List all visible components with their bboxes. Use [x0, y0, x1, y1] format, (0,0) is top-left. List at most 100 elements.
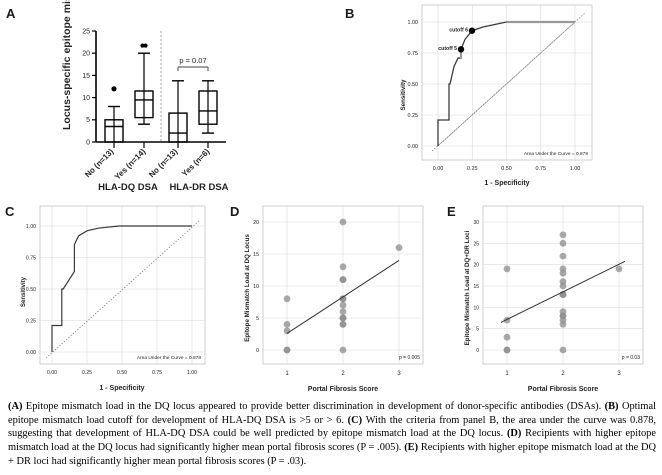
panel-d-points	[283, 218, 403, 354]
panel-b: B	[340, 0, 662, 200]
panel-a-box-2: **	[134, 43, 154, 125]
panel-a-cat-1: No (n=13)	[83, 147, 116, 180]
panel-a-pvalue-bracket	[177, 66, 209, 71]
panel-a-box-3	[168, 80, 188, 143]
svg-text:0.50: 0.50	[501, 166, 512, 172]
svg-text:1: 1	[505, 371, 509, 377]
svg-text:20: 20	[253, 220, 259, 226]
panel-e-xticks: 1 2 3	[505, 371, 621, 377]
svg-text:0: 0	[476, 348, 479, 354]
panel-c-label: C	[5, 204, 15, 219]
panel-a-group-label-2: HLA-DR DSA	[169, 182, 228, 193]
svg-text:10: 10	[253, 284, 259, 290]
panel-e-pvalue: p = 0.03	[622, 355, 640, 361]
svg-text:0.75: 0.75	[26, 256, 36, 262]
panel-b-marker-cutoff5	[457, 46, 465, 53]
panel-a-label: A	[6, 6, 16, 21]
caption-seg-e-text: Recipients with higher epitope mismatch …	[8, 442, 657, 467]
panel-c-roc-curve	[51, 225, 192, 352]
svg-text:0.25: 0.25	[82, 370, 92, 376]
panel-c-frame	[39, 205, 206, 365]
caption-seg-a-bold: (A)	[8, 401, 26, 412]
panel-a-pvalue-label: p = 0.07	[179, 56, 206, 65]
svg-text:25: 25	[473, 241, 479, 247]
panel-e-yticks: 0 5 10 15 20 25 30	[473, 220, 479, 354]
panel-d-xlabel: Portal Fibrosis Score	[308, 386, 379, 393]
svg-text:0.25: 0.25	[26, 319, 36, 325]
panel-d-trendline	[286, 259, 400, 334]
svg-text:0: 0	[86, 139, 90, 146]
panel-a-significance: **	[141, 43, 148, 52]
panel-d: D	[225, 200, 435, 398]
panel-a-cat-2: Yes (n=14)	[113, 147, 148, 182]
svg-text:0.25: 0.25	[467, 166, 478, 172]
panel-b-reference-diagonal	[437, 21, 576, 147]
panel-a-plot: Locus-specific epitope mismatch 0 5 10 1…	[61, 0, 229, 193]
panel-a-xticks	[113, 142, 209, 148]
panel-d-xticks: 1 2 3	[285, 371, 401, 377]
svg-text:10: 10	[82, 95, 90, 102]
svg-text:0.00: 0.00	[408, 144, 419, 150]
panel-c-ylabel: Sensitivity	[21, 276, 27, 307]
panel-e-xlabel: Portal Fibrosis Score	[528, 386, 599, 393]
panel-d-label: D	[230, 204, 240, 219]
svg-text:3: 3	[617, 371, 621, 377]
svg-text:2: 2	[341, 371, 345, 377]
svg-text:15: 15	[253, 252, 259, 258]
panel-b-cutoff5-label: cutoff 5	[438, 46, 457, 52]
svg-text:15: 15	[82, 73, 90, 80]
svg-text:5: 5	[256, 316, 259, 322]
panel-a: A Locus-specific epitope mismatch 0 5 10…	[0, 0, 340, 200]
svg-text:30: 30	[473, 220, 479, 226]
caption-seg-b-text: Optimal epitope mismatch load cutoff for…	[8, 401, 657, 426]
caption-seg-d-bold: (D)	[506, 428, 526, 440]
panel-b-cutoff6-label: cutoff 6	[449, 28, 468, 34]
panel-a-category-labels: No (n=13) Yes (n=14) No (n=13) Yes (n=6)	[83, 147, 212, 182]
panel-b-marker-cutoff6	[468, 27, 476, 34]
svg-text:5: 5	[476, 327, 479, 333]
svg-text:5: 5	[86, 117, 90, 124]
svg-text:1.00: 1.00	[187, 370, 197, 376]
svg-text:0: 0	[256, 348, 259, 354]
panel-b-frame	[421, 4, 593, 161]
panel-b-xlabel: 1 - Specificity	[484, 180, 529, 187]
panel-a-group-label-1: HLA-DQ DSA	[98, 182, 158, 193]
panel-a-ylabel: Locus-specific epitope mismatch	[61, 0, 73, 130]
svg-text:1.00: 1.00	[26, 224, 36, 230]
svg-text:20: 20	[82, 51, 90, 58]
panel-e-plot: 0 5 10 15 20 25 30 1 2 3 Epitope Mismatc…	[464, 205, 644, 393]
panel-c-xticks: 0.00 0.25 0.50 0.75 1.00	[47, 370, 197, 376]
panel-d-yticks: 0 5 10 15 20	[253, 220, 259, 354]
caption-seg-c-text: With the criteria from panel B, the area…	[8, 414, 656, 440]
panel-d-grid	[263, 206, 423, 364]
svg-text:0.75: 0.75	[152, 370, 162, 376]
svg-text:1.00: 1.00	[408, 20, 419, 26]
panel-d-plot: 0 5 10 15 20 1 2 3 Epitope Mismatch Load…	[244, 205, 424, 393]
svg-text:25: 25	[82, 28, 90, 35]
svg-text:0.75: 0.75	[536, 166, 547, 172]
panel-e-ylabel: Epitope Mismatch Load at DQ+DR Loci	[464, 230, 471, 345]
panel-b-xticks: 0.00 0.25 0.50 0.75 1.00	[433, 166, 581, 172]
panel-e-trendline	[500, 260, 626, 323]
panel-b-reference-diagonal-ext	[431, 12, 586, 152]
panel-a-cat-3: No (n=13)	[147, 147, 180, 180]
svg-text:0.25: 0.25	[408, 113, 419, 119]
panel-b-plot: cutoff 6 cutoff 5 0.00 0.25 0.50 0.75 1.…	[400, 4, 593, 187]
svg-text:1.00: 1.00	[570, 166, 581, 172]
panel-a-outlier	[111, 86, 117, 92]
panel-a-cat-4: Yes (n=6)	[180, 147, 212, 179]
svg-text:20: 20	[473, 263, 479, 269]
panel-e-label: E	[447, 204, 457, 219]
figure-caption: (A) Epitope mismatch load in the DQ locu…	[8, 400, 656, 469]
panel-c-auc-label: Area Under the Curve = 0.878	[137, 355, 201, 361]
svg-text:10: 10	[473, 305, 479, 311]
panel-c-yticks: 0.00 0.25 0.50 0.75 1.00	[26, 224, 36, 356]
panel-a-box-4	[198, 80, 218, 134]
svg-text:0.50: 0.50	[26, 287, 36, 293]
panel-b-yticks: 0.00 0.25 0.50 0.75 1.00	[408, 20, 419, 150]
panel-d-pvalue: p = 0.005	[399, 355, 420, 361]
figure-container: A Locus-specific epitope mismatch 0 5 10…	[0, 0, 662, 398]
panel-e-points	[503, 231, 623, 354]
panel-b-auc-label: Area Under the Curve = 0.878	[524, 151, 588, 157]
panel-b-roc-curve	[437, 21, 575, 146]
